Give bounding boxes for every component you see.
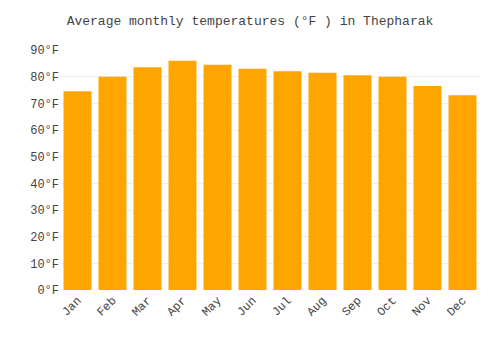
svg-text:70°F: 70°F — [30, 98, 59, 112]
svg-text:Oct: Oct — [374, 294, 399, 319]
svg-text:50°F: 50°F — [30, 151, 59, 165]
svg-text:30°F: 30°F — [30, 204, 59, 218]
svg-text:90°F: 90°F — [30, 44, 59, 58]
svg-text:80°F: 80°F — [30, 71, 59, 85]
svg-text:Dec: Dec — [444, 294, 469, 319]
svg-text:Jan: Jan — [59, 294, 84, 319]
svg-text:Apr: Apr — [164, 294, 189, 319]
svg-text:Feb: Feb — [94, 294, 119, 319]
svg-text:Aug: Aug — [304, 294, 329, 319]
svg-text:40°F: 40°F — [30, 178, 59, 192]
svg-text:20°F: 20°F — [30, 231, 59, 245]
svg-text:Mar: Mar — [129, 294, 154, 319]
svg-text:Jul: Jul — [269, 294, 294, 319]
svg-text:60°F: 60°F — [30, 124, 59, 138]
svg-text:Nov: Nov — [409, 294, 434, 319]
svg-text:10°F: 10°F — [30, 258, 59, 272]
svg-text:May: May — [199, 294, 224, 319]
svg-text:Average monthly temperatures (: Average monthly temperatures (°F ) in Th… — [67, 14, 434, 29]
svg-text:Jun: Jun — [234, 294, 259, 319]
svg-text:Sep: Sep — [339, 294, 364, 319]
svg-text:0°F: 0°F — [37, 284, 59, 298]
